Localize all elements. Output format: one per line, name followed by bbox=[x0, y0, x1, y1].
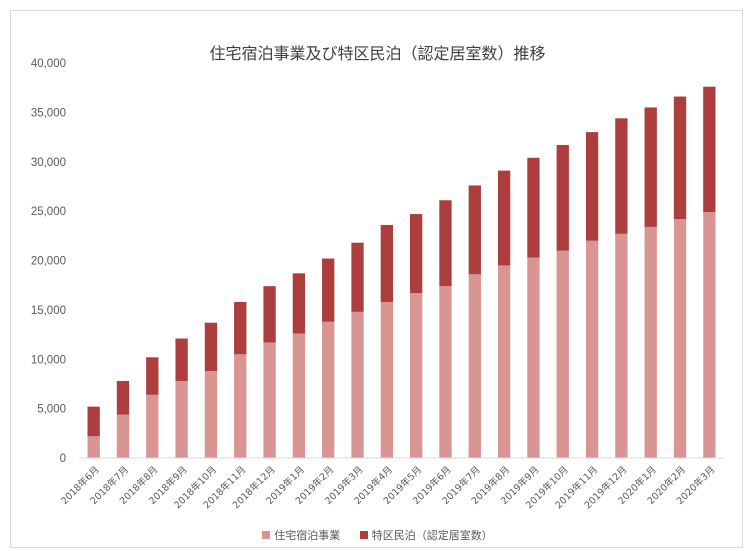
bar-series-1 bbox=[673, 219, 687, 458]
bars bbox=[87, 86, 716, 458]
bar-series-1 bbox=[204, 371, 218, 458]
bar-series-1 bbox=[585, 240, 599, 458]
y-tick-label: 25,000 bbox=[31, 206, 66, 218]
bar-series-1 bbox=[234, 354, 247, 458]
bar-series-2 bbox=[322, 258, 335, 322]
y-tick-label: 20,000 bbox=[31, 256, 66, 268]
x-axis: 2018年6月2018年7月2018年8月2018年9月2018年10月2018… bbox=[58, 457, 724, 511]
bar-series-1 bbox=[439, 286, 452, 458]
bar-series-2 bbox=[175, 338, 188, 381]
bar-series-2 bbox=[673, 96, 687, 220]
bar-series-2 bbox=[497, 170, 511, 266]
legend: 住宅宿泊事業 特区民泊（認定居室数） bbox=[0, 527, 755, 543]
bar-series-1 bbox=[497, 265, 511, 458]
bar-series-1 bbox=[351, 311, 364, 458]
bar-series-2 bbox=[380, 224, 393, 302]
y-tick-label: 10,000 bbox=[31, 354, 66, 366]
legend-swatch-series-1 bbox=[262, 531, 271, 539]
legend-item-series-1: 住宅宿泊事業 bbox=[262, 527, 340, 543]
bar-series-2 bbox=[527, 157, 540, 258]
legend-label-series-2: 特区民泊（認定居室数） bbox=[371, 529, 493, 542]
bar-series-2 bbox=[146, 357, 159, 395]
y-tick-label: 30,000 bbox=[31, 157, 66, 169]
legend-item-series-2: 特区民泊（認定居室数） bbox=[359, 527, 493, 543]
y-tick-label: 5,000 bbox=[37, 404, 66, 416]
bar-series-1 bbox=[380, 301, 393, 458]
legend-swatch-series-2 bbox=[359, 531, 368, 539]
bar-series-2 bbox=[468, 185, 481, 275]
bar-series-2 bbox=[87, 406, 100, 437]
bar-series-2 bbox=[410, 214, 423, 294]
bar-series-2 bbox=[204, 322, 218, 372]
y-tick-label: 35,000 bbox=[31, 107, 66, 119]
bar-series-1 bbox=[292, 333, 306, 458]
bar-series-2 bbox=[292, 273, 306, 334]
bar-series-1 bbox=[175, 380, 188, 458]
bar-series-1 bbox=[644, 226, 657, 458]
legend-label-series-1: 住宅宿泊事業 bbox=[274, 529, 341, 542]
bar-series-2 bbox=[556, 144, 569, 251]
bar-series-1 bbox=[116, 414, 130, 458]
bar-series-2 bbox=[615, 118, 628, 234]
y-tick-label: 0 bbox=[60, 453, 66, 465]
bar-series-1 bbox=[87, 436, 100, 458]
bar-series-1 bbox=[146, 394, 159, 458]
bar-series-2 bbox=[703, 86, 716, 213]
y-tick-label: 15,000 bbox=[31, 305, 66, 317]
bar-series-2 bbox=[644, 107, 657, 227]
bar-series-2 bbox=[234, 301, 247, 355]
bar-series-1 bbox=[615, 233, 628, 458]
bar-series-1 bbox=[556, 250, 569, 458]
bar-series-1 bbox=[468, 274, 481, 458]
bar-series-2 bbox=[439, 200, 452, 287]
y-tick-label: 40,000 bbox=[31, 58, 66, 70]
y-axis: 0 5,000 10,000 15,000 20,000 25,000 30,000 35,0… bbox=[31, 58, 66, 465]
bar-series-2 bbox=[585, 132, 599, 241]
bar-series-2 bbox=[263, 286, 276, 343]
bar-series-1 bbox=[410, 293, 423, 458]
bar-series-1 bbox=[263, 342, 276, 458]
bar-series-1 bbox=[703, 212, 716, 458]
chart-title: 住宅宿泊事業及び特区民泊（認定居室数）推移 bbox=[209, 44, 546, 63]
bar-series-2 bbox=[116, 380, 130, 415]
bar-series-1 bbox=[527, 257, 540, 458]
bar-series-2 bbox=[351, 242, 364, 312]
bar-series-1 bbox=[322, 321, 335, 458]
